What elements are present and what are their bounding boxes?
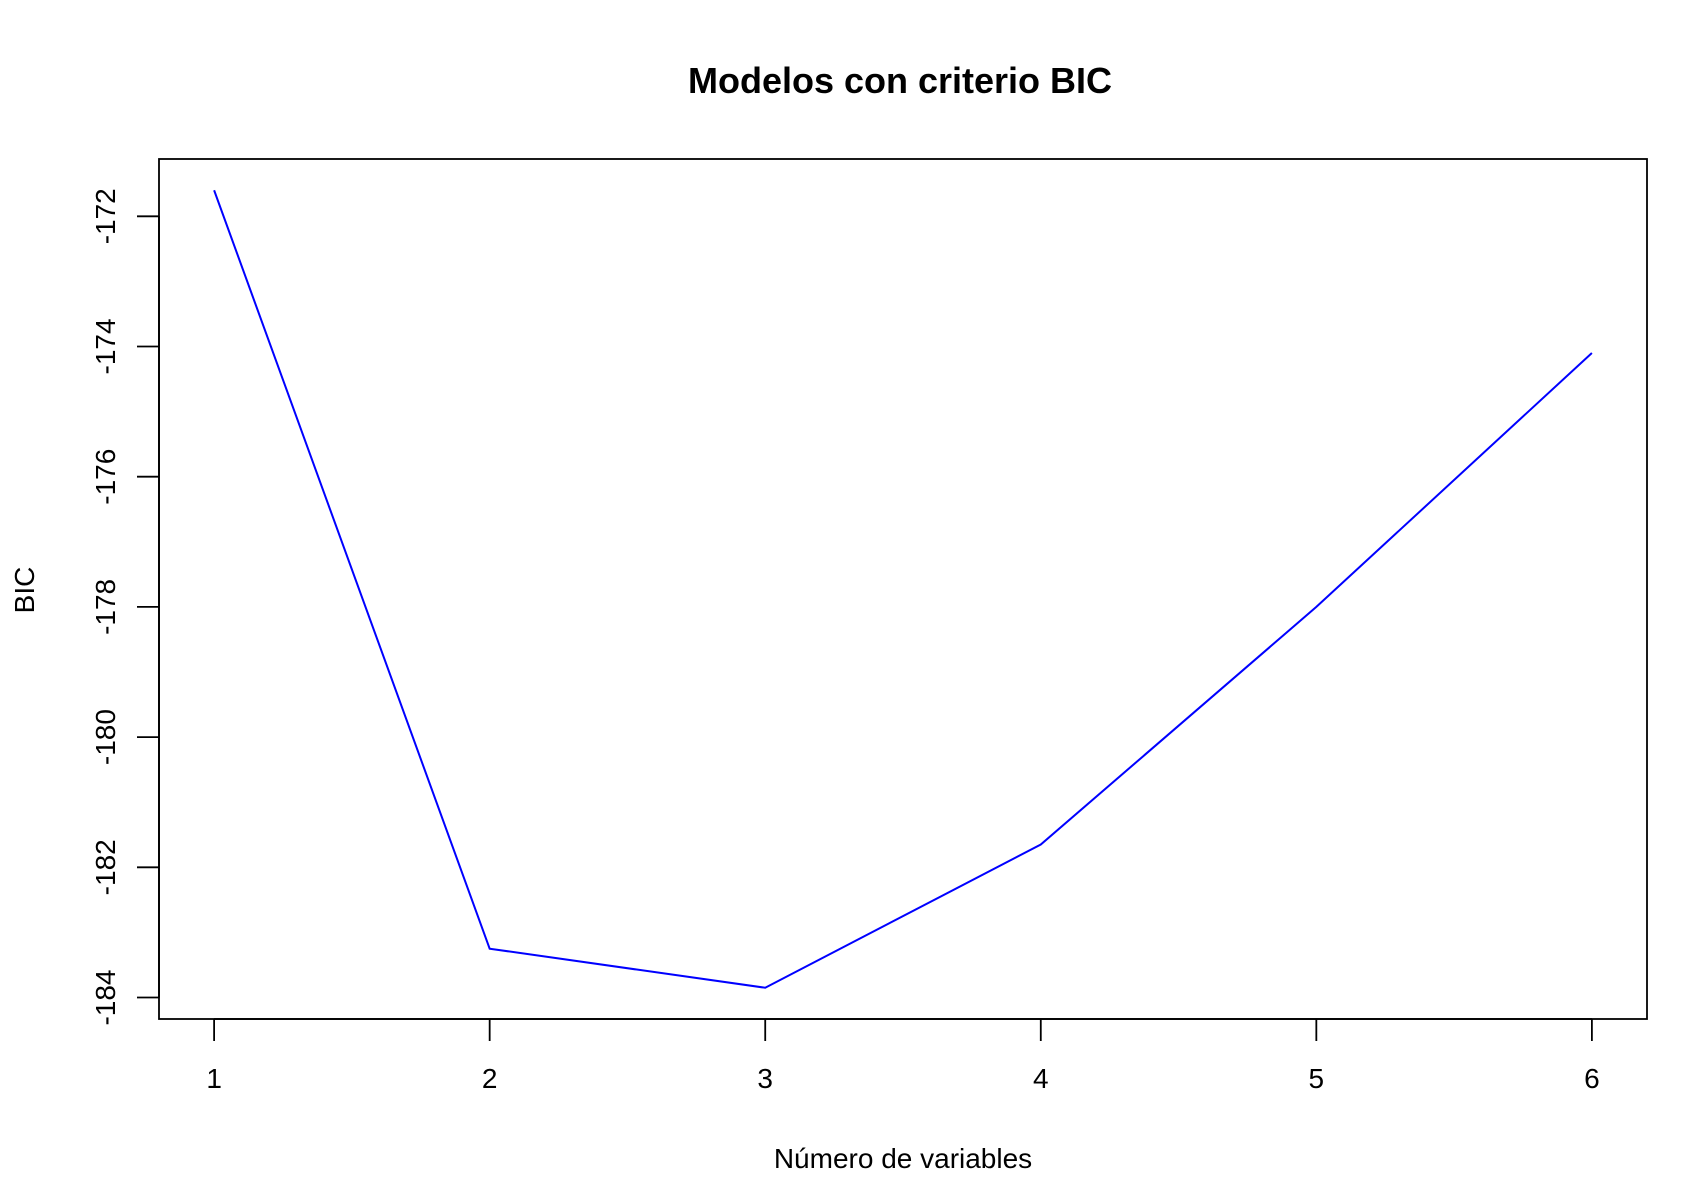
x-tick-label: 2 — [482, 1063, 498, 1094]
series-layer — [213, 189, 1593, 989]
y-tick-label: -180 — [90, 709, 121, 765]
y-tick-label: -174 — [90, 318, 121, 374]
y-tick-label: -178 — [90, 579, 121, 635]
x-tick-label: 1 — [206, 1063, 222, 1094]
chart-title: Modelos con criterio BIC — [688, 60, 1112, 101]
x-tick-label: 3 — [757, 1063, 773, 1094]
x-tick-label: 5 — [1309, 1063, 1325, 1094]
x-axis: 1 2 3 4 5 6 — [206, 1018, 1600, 1094]
x-axis-label: Número de variables — [774, 1143, 1032, 1174]
y-tick-label: -172 — [90, 188, 121, 244]
x-tick-label: 4 — [1033, 1063, 1049, 1094]
series-line-0 — [213, 189, 1593, 989]
y-axis: -184 -182 -180 -178 -176 -174 -172 — [90, 188, 160, 1026]
x-tick-label: 6 — [1584, 1063, 1600, 1094]
y-axis-label: BIC — [9, 567, 40, 614]
plot-frame — [158, 158, 1648, 1020]
y-tick-label: -184 — [90, 969, 121, 1025]
y-tick-label: -176 — [90, 449, 121, 505]
y-tick-label: -182 — [90, 839, 121, 895]
